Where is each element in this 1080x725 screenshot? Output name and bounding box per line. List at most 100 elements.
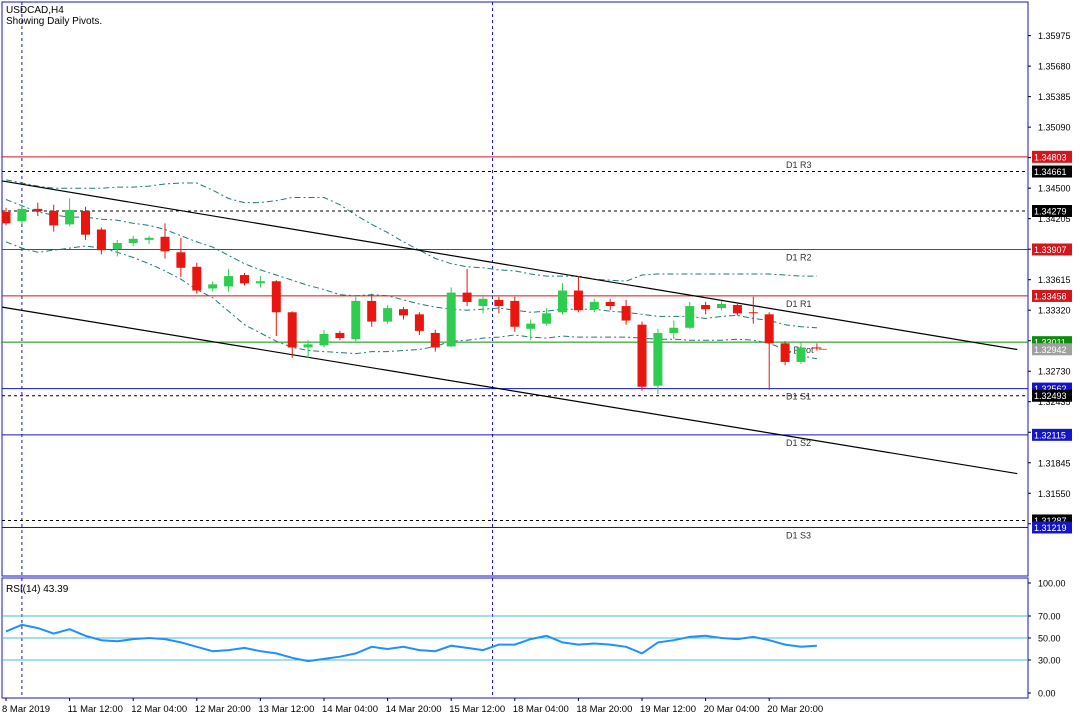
y-tick-label: 1.34500 (1038, 184, 1071, 194)
candle-body (510, 300, 520, 327)
price-label-box (1032, 343, 1072, 356)
candle-body (653, 332, 663, 386)
candle-body (732, 305, 742, 314)
candle-body (208, 284, 218, 289)
y-tick-label: 1.35975 (1038, 31, 1071, 41)
candle-body (446, 292, 456, 347)
trendline-0 (1, 180, 1018, 351)
candle-body (573, 290, 583, 311)
price-pane[interactable] (1, 1, 1029, 577)
price-label-box (1032, 521, 1072, 534)
candle-body (430, 332, 440, 348)
x-tick-label: 20 Mar 04:00 (704, 704, 760, 715)
rsi-indicator-label: RSI(14) 43.39 (6, 584, 69, 595)
candle-body (526, 323, 536, 329)
x-tick-label: 8 Mar 2019 (2, 704, 50, 715)
price-label-box (1032, 205, 1072, 218)
price-label-text: 1.31287 (1034, 516, 1067, 526)
price-label-box (1032, 428, 1072, 441)
bollinger-lower (5, 241, 817, 360)
candle-body (255, 281, 265, 284)
x-tick-label: 14 Mar 20:00 (386, 704, 442, 715)
candle-body (49, 210, 59, 226)
y-tick-label: 1.32435 (1038, 397, 1071, 407)
bollinger-bands-layer (5, 179, 817, 360)
candle-body (796, 347, 806, 362)
candle-body (414, 314, 424, 331)
candle-body (351, 300, 361, 340)
x-tick-label: 15 Mar 12:00 (449, 704, 505, 715)
price-label-text: 1.32115 (1034, 430, 1066, 440)
candle-body (494, 299, 504, 307)
x-tick-label: 20 Mar 20:00 (767, 704, 823, 715)
pivot-label-5: D1 S2 (786, 438, 811, 448)
candle-body (399, 309, 408, 316)
candle-body (812, 347, 822, 349)
x-tick-label: 11 Mar 12:00 (68, 704, 123, 715)
pivot-label-1: D1 R2 (786, 252, 812, 262)
candle-body (780, 343, 790, 362)
pivot-indicator-label: Showing Daily Pivots. (6, 16, 102, 27)
candle-body (33, 208, 43, 211)
candle-body (1, 211, 11, 224)
candle-body (128, 238, 138, 243)
rsi-line (5, 623, 817, 663)
candle-body (383, 308, 393, 322)
price-label-text: 1.33011 (1034, 338, 1066, 348)
trendline-1 (1, 306, 1018, 475)
candle-body (176, 252, 186, 268)
candle-body (685, 306, 695, 328)
candle-body (192, 266, 202, 291)
chart-symbol-label: USDCAD,H4 (6, 5, 64, 16)
price-label-text: 1.32942 (1034, 345, 1067, 355)
candle-body (605, 301, 615, 307)
candle-body (558, 290, 567, 313)
price-label-text: 1.34279 (1034, 207, 1067, 217)
y-tick-label: 1.33320 (1038, 306, 1071, 316)
rsi-tick-label: 100.00 (1038, 579, 1066, 589)
y-tick-label: 1.35680 (1038, 62, 1071, 72)
price-pane-border (1, 1, 1029, 577)
candle-body (17, 208, 27, 222)
price-label-box (1032, 150, 1072, 163)
price-label-box (1032, 389, 1072, 402)
price-label-text: 1.33907 (1034, 245, 1067, 255)
candle-body (81, 210, 90, 235)
y-tick-label: 1.33615 (1038, 275, 1071, 285)
pivot-label-6: D1 S3 (786, 530, 811, 540)
price-label-text: 1.32493 (1034, 391, 1067, 401)
candle-body (160, 236, 170, 252)
y-tick-label: 1.31550 (1038, 489, 1071, 499)
candle-body (65, 209, 75, 225)
price-label-text: 1.31219 (1034, 523, 1067, 533)
price-axis-layer: 1.359751.356801.353851.350901.347951.345… (1028, 31, 1072, 534)
bollinger-upper (5, 179, 817, 282)
candle-body (271, 281, 281, 313)
candle-body (701, 305, 711, 310)
price-label-text: 1.33458 (1034, 291, 1067, 301)
candle-body (717, 303, 726, 309)
candle-body (748, 312, 758, 314)
x-tick-label: 18 Mar 20:00 (576, 704, 632, 715)
candle-body (319, 333, 329, 346)
price-label-text: 1.34803 (1034, 152, 1067, 162)
price-label-text: 1.32562 (1034, 384, 1067, 394)
pivot-label-2: D1 R1 (786, 299, 812, 309)
rsi-tick-label: 50.00 (1038, 634, 1061, 644)
candle-body (589, 301, 599, 310)
price-label-box (1032, 243, 1072, 256)
y-tick-label: 1.31845 (1038, 458, 1071, 468)
candle-body (335, 332, 345, 339)
candle-body (669, 327, 679, 333)
y-tick-label: 1.34205 (1038, 214, 1071, 224)
trendlines-layer (1, 180, 1018, 475)
bollinger-middle (5, 199, 817, 329)
candle-body (542, 313, 552, 324)
rsi-layer: 100.00 70.00 50.00 30.00 0.00 (2, 579, 1066, 699)
x-tick-label: 14 Mar 04:00 (322, 704, 378, 715)
y-tick-label: 1.35090 (1038, 123, 1071, 133)
